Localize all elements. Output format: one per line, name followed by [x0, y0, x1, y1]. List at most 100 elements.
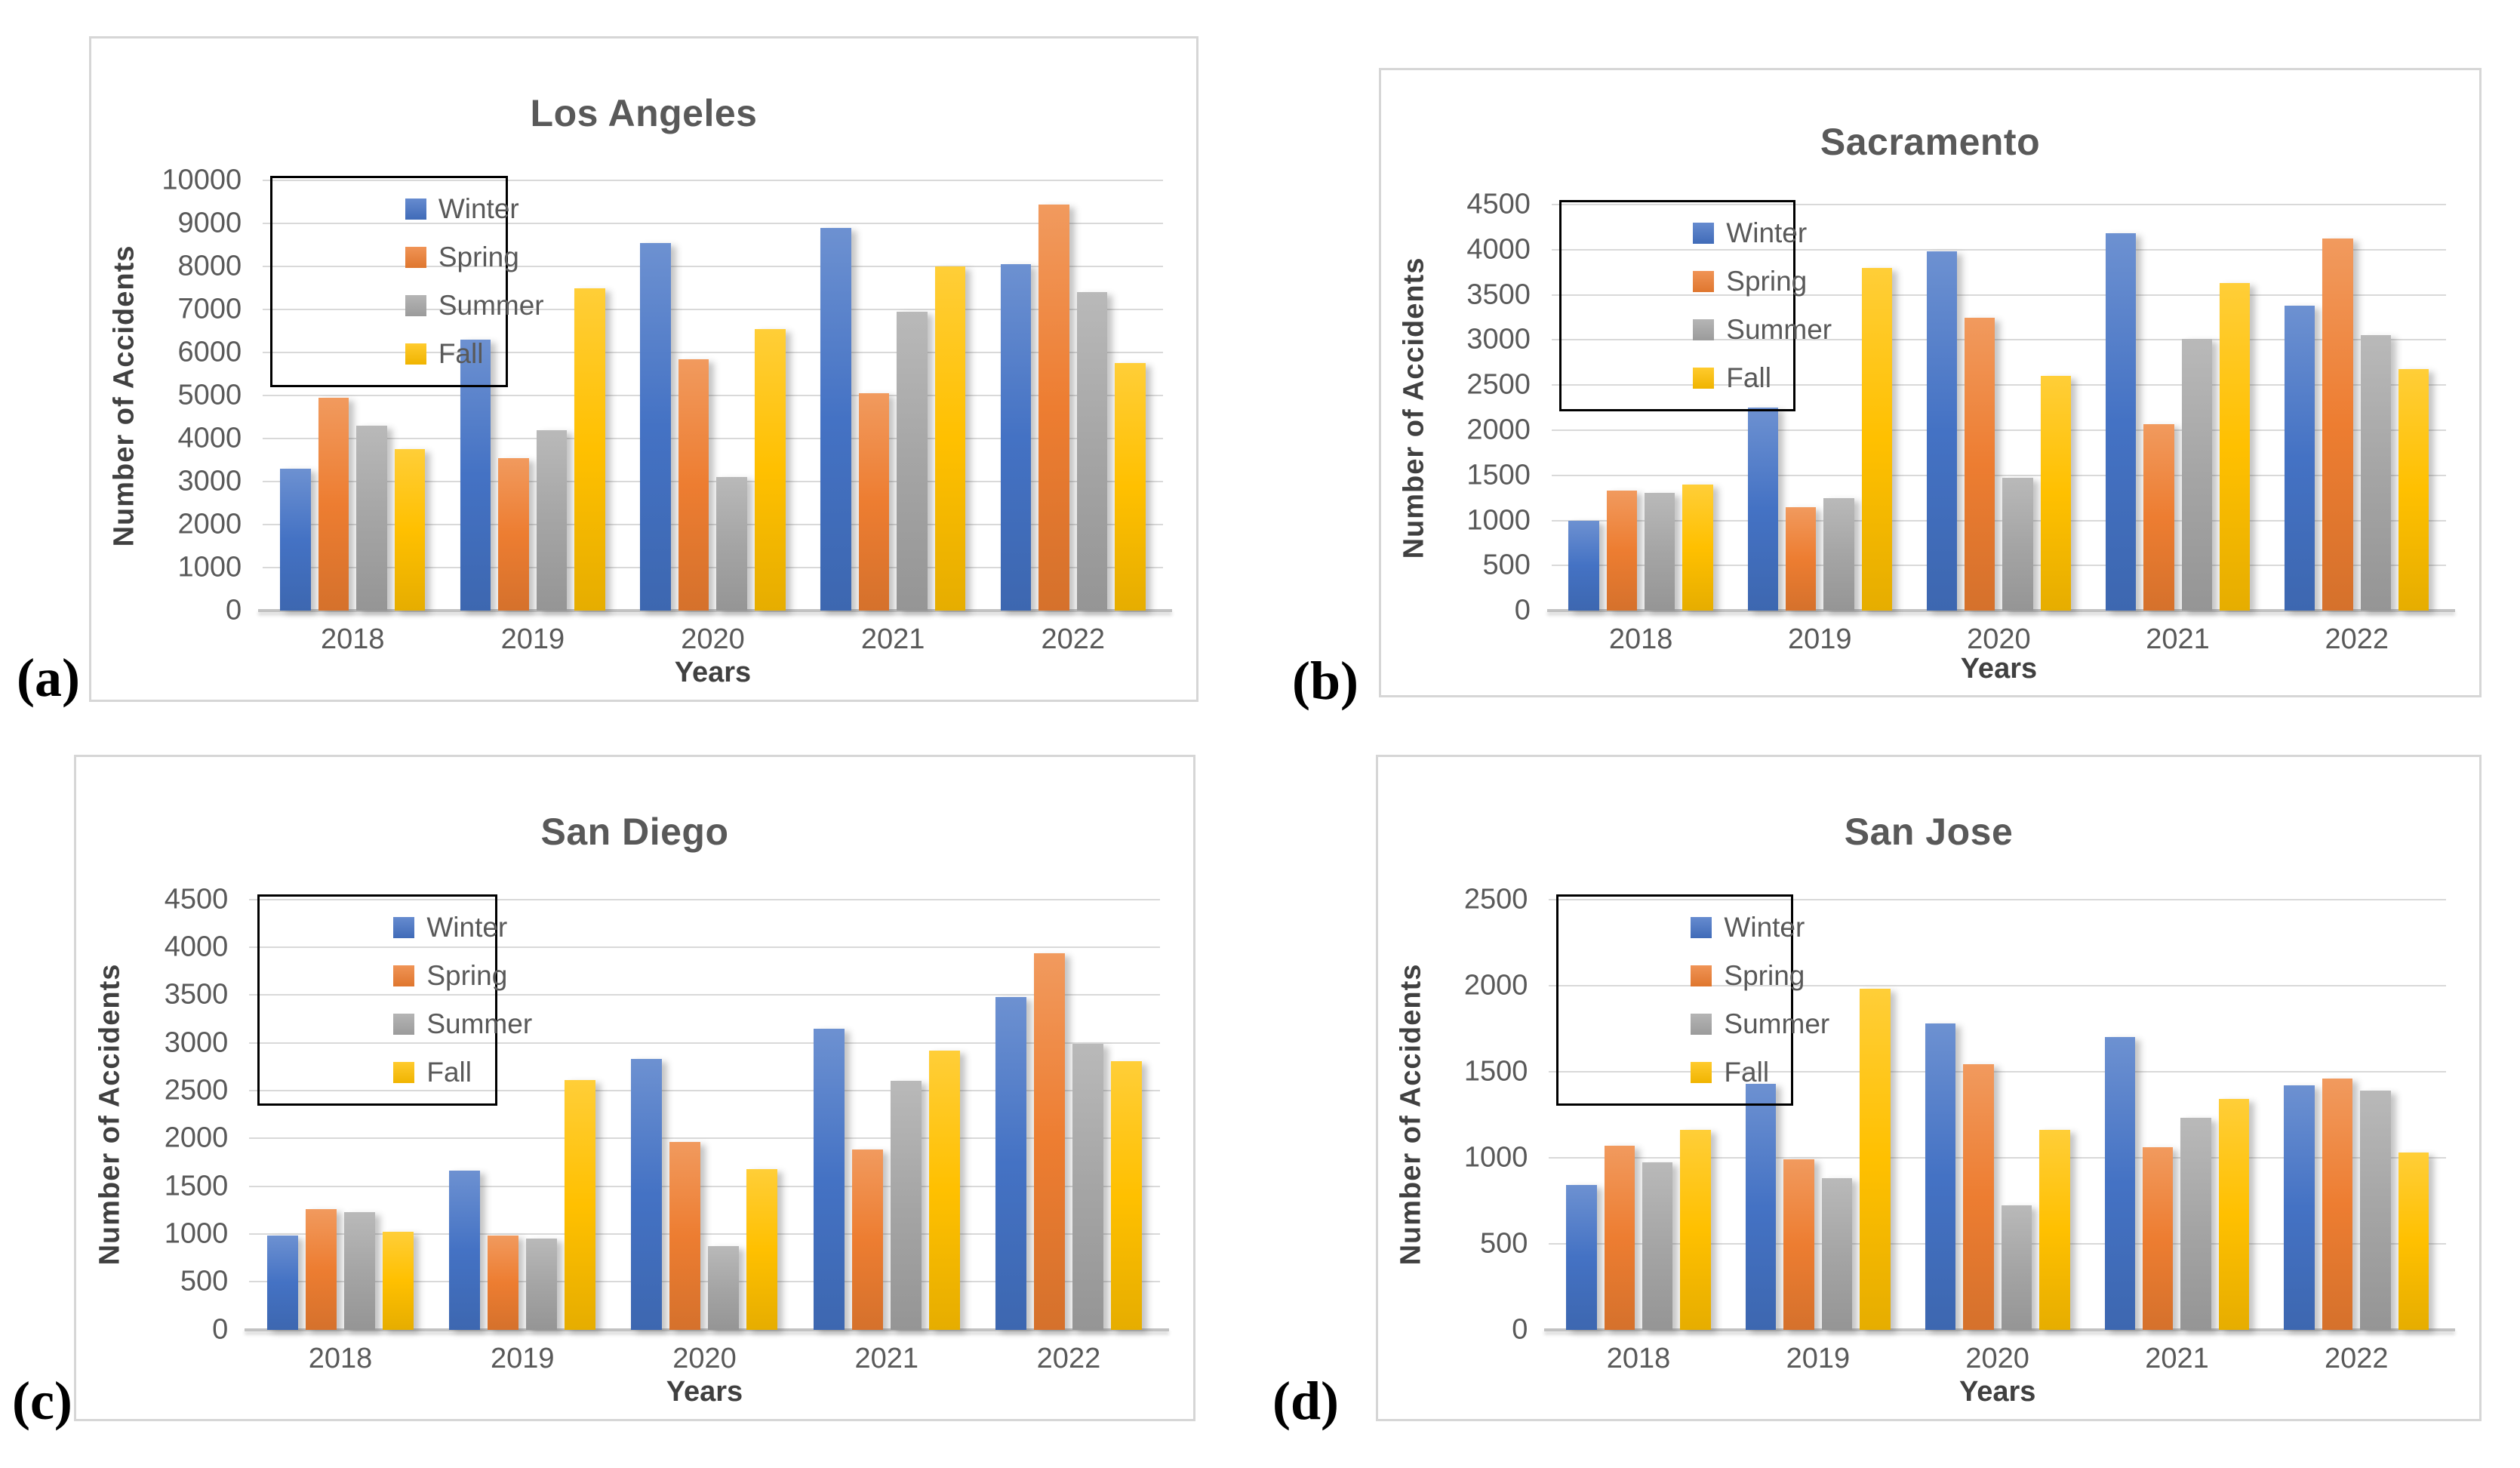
bar-summer-2020 [716, 477, 748, 611]
winter-swatch-icon [405, 199, 426, 220]
bar-summer-2020 [708, 1246, 740, 1330]
gridline [1551, 384, 2447, 386]
spring-swatch-icon [1691, 965, 1712, 987]
x-tick-label: 2022 [1036, 1343, 1101, 1375]
legend-label: Spring [1724, 960, 1805, 992]
gridline [1551, 519, 2447, 522]
x-tick-label: 2021 [2146, 623, 2210, 655]
y-tick-label: 1000 [1463, 1141, 1528, 1174]
x-tick-label: 2018 [1608, 623, 1673, 655]
x-axis-title: Years [1960, 652, 2038, 685]
legend-label: Fall [1724, 1057, 1770, 1088]
y-tick-label: 4000 [164, 931, 229, 963]
chart-panel-sacramento: Sacramento Number of Accidents 4500 4000 350… [1379, 68, 2482, 697]
gridline [249, 898, 1160, 900]
x-axis-title: Years [666, 1375, 743, 1408]
y-tick-label: 1000 [1466, 504, 1531, 537]
fall-swatch-icon [1693, 368, 1715, 389]
bar-group-2022 [977, 900, 1159, 1330]
x-tick-label: 2020 [1967, 623, 2031, 655]
y-tick-label: 4000 [177, 422, 242, 454]
gridline [1549, 1156, 2447, 1159]
bar-group-2020 [614, 900, 795, 1330]
summer-swatch-icon [1691, 1014, 1712, 1036]
bar-summer-2019 [1821, 1177, 1853, 1330]
y-tick-label: 2000 [1466, 414, 1531, 446]
bar-groups [263, 180, 1163, 611]
bar-fall-2018 [1680, 1130, 1711, 1330]
bar-group-2020 [1908, 900, 2088, 1330]
bar-winter-2019 [449, 1171, 481, 1330]
legend-label: Fall [438, 338, 484, 370]
bar-summer-2019 [526, 1239, 558, 1330]
bar-groups [249, 900, 1159, 1330]
bar-fall-2021 [928, 1050, 960, 1330]
bar-fall-2020 [2039, 1130, 2070, 1330]
bar-group-2019 [443, 180, 623, 611]
bar-groups [1552, 205, 2447, 611]
legend-item-summer: Summer [405, 290, 544, 322]
bar-group-2020 [1909, 205, 2088, 611]
y-tick-label: 1000 [177, 551, 242, 583]
y-tick-label: 3000 [177, 465, 242, 497]
bar-group-2019 [432, 900, 614, 1330]
bar-winter-2020 [1926, 251, 1958, 611]
x-axis-title: Years [1958, 1375, 2036, 1408]
y-tick-label: 2500 [1466, 368, 1531, 401]
bar-fall-2021 [2219, 283, 2251, 611]
legend-item-spring: Spring [1691, 960, 1805, 992]
y-tick-label: 9000 [177, 207, 242, 239]
y-tick-label: 1500 [164, 1170, 229, 1202]
bar-summer-2021 [2180, 1118, 2211, 1330]
bar-group-2022 [983, 180, 1163, 611]
bar-spring-2019 [488, 1236, 519, 1330]
x-tick-label: 2019 [1786, 1343, 1851, 1375]
gridline [1551, 339, 2447, 341]
gridline [262, 266, 1164, 268]
legend-item-spring: Spring [393, 960, 507, 992]
bar-winter-2018 [1568, 520, 1599, 611]
y-tick-label: 0 [1514, 594, 1531, 626]
legend-item-spring: Spring [1693, 266, 1807, 297]
legend-label: Summer [438, 290, 544, 322]
y-tick-label: 2500 [1463, 883, 1528, 916]
y-tick-label: 4500 [164, 883, 229, 916]
bar-group-2018 [249, 900, 431, 1330]
bar-summer-2022 [2360, 1090, 2391, 1330]
bar-spring-2020 [669, 1142, 701, 1330]
bar-spring-2021 [2143, 1146, 2174, 1330]
x-tick-label: 2020 [1965, 1343, 2029, 1375]
y-tick-label: 2000 [177, 508, 242, 540]
plot-area [1546, 204, 2456, 613]
bar-spring-2020 [1963, 1064, 1994, 1330]
chart-title: Los Angeles [530, 92, 758, 135]
y-tick-label: 1500 [1466, 459, 1531, 491]
legend-item-fall: Fall [393, 1057, 495, 1088]
x-tick-label: 2022 [1041, 623, 1105, 656]
gridline [249, 1137, 1160, 1140]
x-tick-label: 2020 [681, 623, 745, 656]
plot-area [257, 180, 1172, 612]
x-tick-label: 2018 [1606, 1343, 1671, 1375]
gridline [262, 223, 1164, 225]
chart-panel-san-jose: San Jose Number of Accidents 2500 2000 1500 1… [1376, 755, 2482, 1421]
bar-spring-2020 [1965, 317, 1995, 611]
bar-fall-2019 [1861, 267, 1892, 611]
y-tick-label: 4500 [1466, 188, 1531, 220]
bar-fall-2022 [1110, 1060, 1142, 1330]
winter-swatch-icon [393, 917, 415, 939]
gridline [1551, 429, 2447, 431]
x-tick-label: 2021 [2145, 1343, 2209, 1375]
x-tick-label: 2019 [490, 1343, 555, 1375]
gridline [249, 1185, 1160, 1187]
y-tick-label: 3500 [164, 978, 229, 1011]
bar-fall-2019 [574, 288, 605, 611]
bar-spring-2021 [851, 1149, 883, 1330]
bar-summer-2022 [1072, 1043, 1103, 1330]
bar-group-2018 [1552, 205, 1731, 611]
bar-winter-2020 [640, 242, 671, 611]
bar-spring-2018 [318, 397, 349, 611]
legend-item-spring: Spring [405, 242, 519, 273]
y-tick-label: 500 [1480, 1227, 1528, 1260]
bar-summer-2018 [1645, 492, 1675, 611]
